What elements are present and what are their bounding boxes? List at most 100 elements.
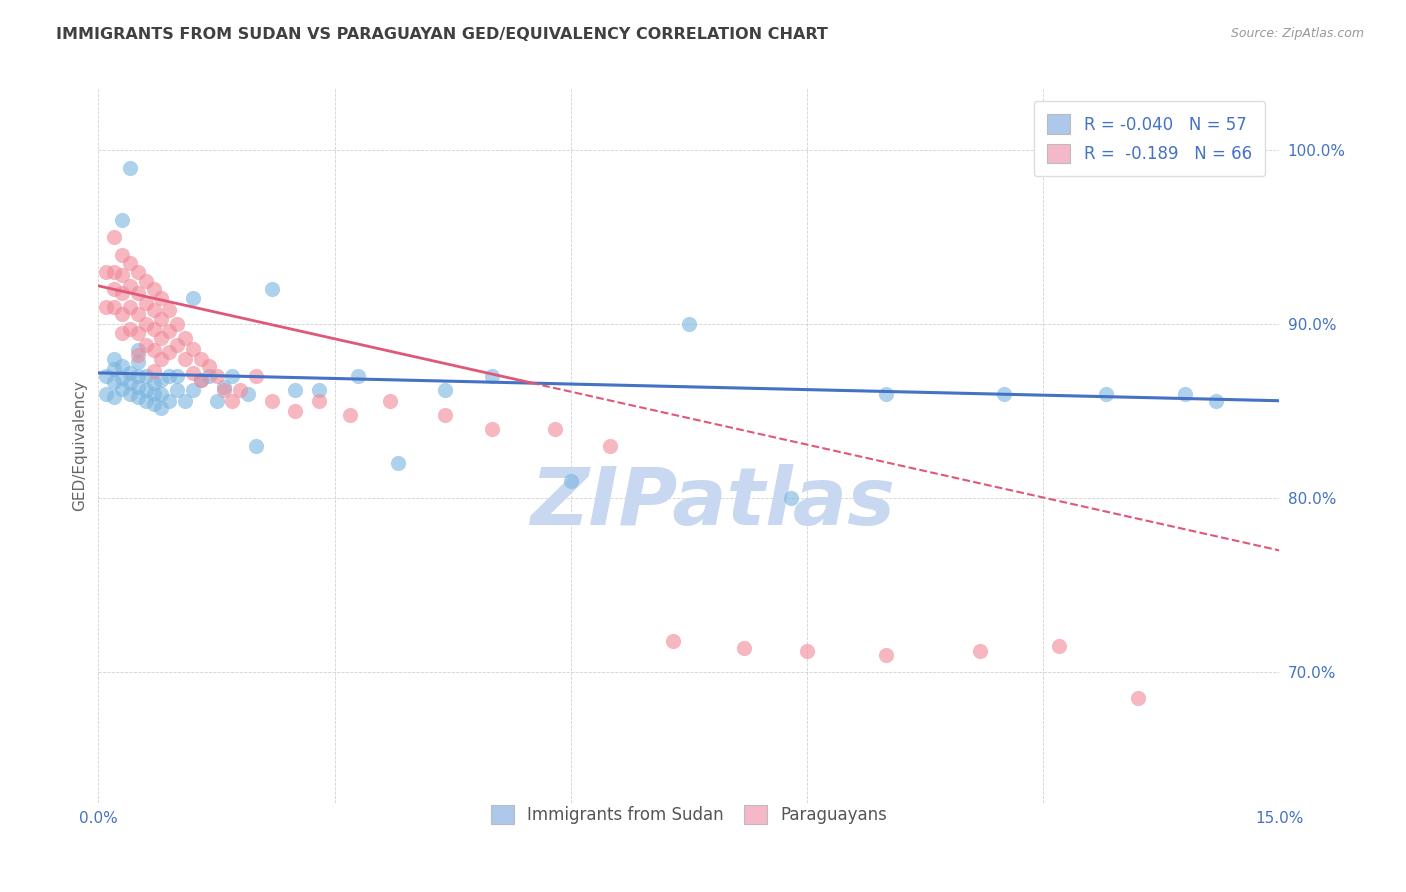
Point xyxy=(229,384,252,398)
Point xyxy=(135,338,157,352)
Point xyxy=(150,351,173,366)
Point xyxy=(190,373,212,387)
Point xyxy=(150,401,173,415)
Point xyxy=(174,351,197,366)
Text: ZIPatlas: ZIPatlas xyxy=(530,464,896,542)
Point xyxy=(378,393,401,408)
Point xyxy=(142,386,165,401)
Point xyxy=(190,373,212,387)
Point xyxy=(135,384,157,398)
Point xyxy=(111,307,134,321)
Point xyxy=(1047,639,1070,653)
Point xyxy=(157,324,180,338)
Point xyxy=(111,382,134,396)
Point xyxy=(875,648,897,662)
Point xyxy=(118,366,141,380)
Point xyxy=(103,282,125,296)
Point xyxy=(103,362,125,376)
Point xyxy=(181,291,204,305)
Point xyxy=(103,351,125,366)
Point xyxy=(481,369,503,384)
Text: Source: ZipAtlas.com: Source: ZipAtlas.com xyxy=(1230,27,1364,40)
Point xyxy=(433,384,456,398)
Point xyxy=(103,375,125,389)
Point xyxy=(260,282,283,296)
Point xyxy=(118,256,141,270)
Point xyxy=(118,322,141,336)
Point xyxy=(118,376,141,391)
Point xyxy=(1095,386,1118,401)
Point xyxy=(284,404,307,418)
Point xyxy=(127,349,149,363)
Point xyxy=(111,359,134,373)
Point xyxy=(1126,691,1149,706)
Point xyxy=(103,390,125,404)
Y-axis label: GED/Equivalency: GED/Equivalency xyxy=(72,381,87,511)
Point xyxy=(150,386,173,401)
Point xyxy=(662,634,685,648)
Point xyxy=(150,331,173,345)
Point xyxy=(111,285,134,300)
Point xyxy=(111,212,134,227)
Point xyxy=(181,384,204,398)
Point xyxy=(347,369,370,384)
Point xyxy=(142,364,165,378)
Point xyxy=(157,393,180,408)
Point xyxy=(993,386,1015,401)
Point xyxy=(127,307,149,321)
Point xyxy=(221,369,243,384)
Point xyxy=(96,369,118,384)
Point xyxy=(96,300,118,314)
Point xyxy=(780,491,803,506)
Point xyxy=(96,265,118,279)
Point xyxy=(111,247,134,261)
Point xyxy=(118,161,141,175)
Point xyxy=(197,359,219,373)
Point xyxy=(111,268,134,283)
Point xyxy=(433,408,456,422)
Point xyxy=(245,439,267,453)
Point xyxy=(150,291,173,305)
Point xyxy=(111,371,134,385)
Point xyxy=(387,457,409,471)
Point xyxy=(166,384,188,398)
Point xyxy=(181,366,204,380)
Point xyxy=(1174,386,1197,401)
Point xyxy=(181,342,204,356)
Point xyxy=(157,345,180,359)
Point xyxy=(481,421,503,435)
Point xyxy=(135,393,157,408)
Point xyxy=(214,380,236,394)
Point xyxy=(127,355,149,369)
Point xyxy=(142,303,165,318)
Point xyxy=(166,317,188,331)
Point xyxy=(174,393,197,408)
Point xyxy=(796,644,818,658)
Point xyxy=(197,369,219,384)
Point xyxy=(308,384,330,398)
Point xyxy=(875,386,897,401)
Point xyxy=(214,384,236,398)
Point xyxy=(1205,393,1227,408)
Point xyxy=(150,373,173,387)
Point xyxy=(118,278,141,293)
Point xyxy=(166,338,188,352)
Point xyxy=(236,386,259,401)
Point xyxy=(142,397,165,411)
Point xyxy=(560,474,582,488)
Point xyxy=(157,303,180,318)
Point xyxy=(103,300,125,314)
Point xyxy=(135,296,157,310)
Point xyxy=(142,343,165,358)
Point xyxy=(284,384,307,398)
Point xyxy=(111,326,134,340)
Point xyxy=(969,644,991,658)
Point xyxy=(190,351,212,366)
Point xyxy=(260,393,283,408)
Point xyxy=(166,369,188,384)
Point xyxy=(308,393,330,408)
Point xyxy=(127,326,149,340)
Point xyxy=(205,393,228,408)
Point xyxy=(157,369,180,384)
Point xyxy=(103,265,125,279)
